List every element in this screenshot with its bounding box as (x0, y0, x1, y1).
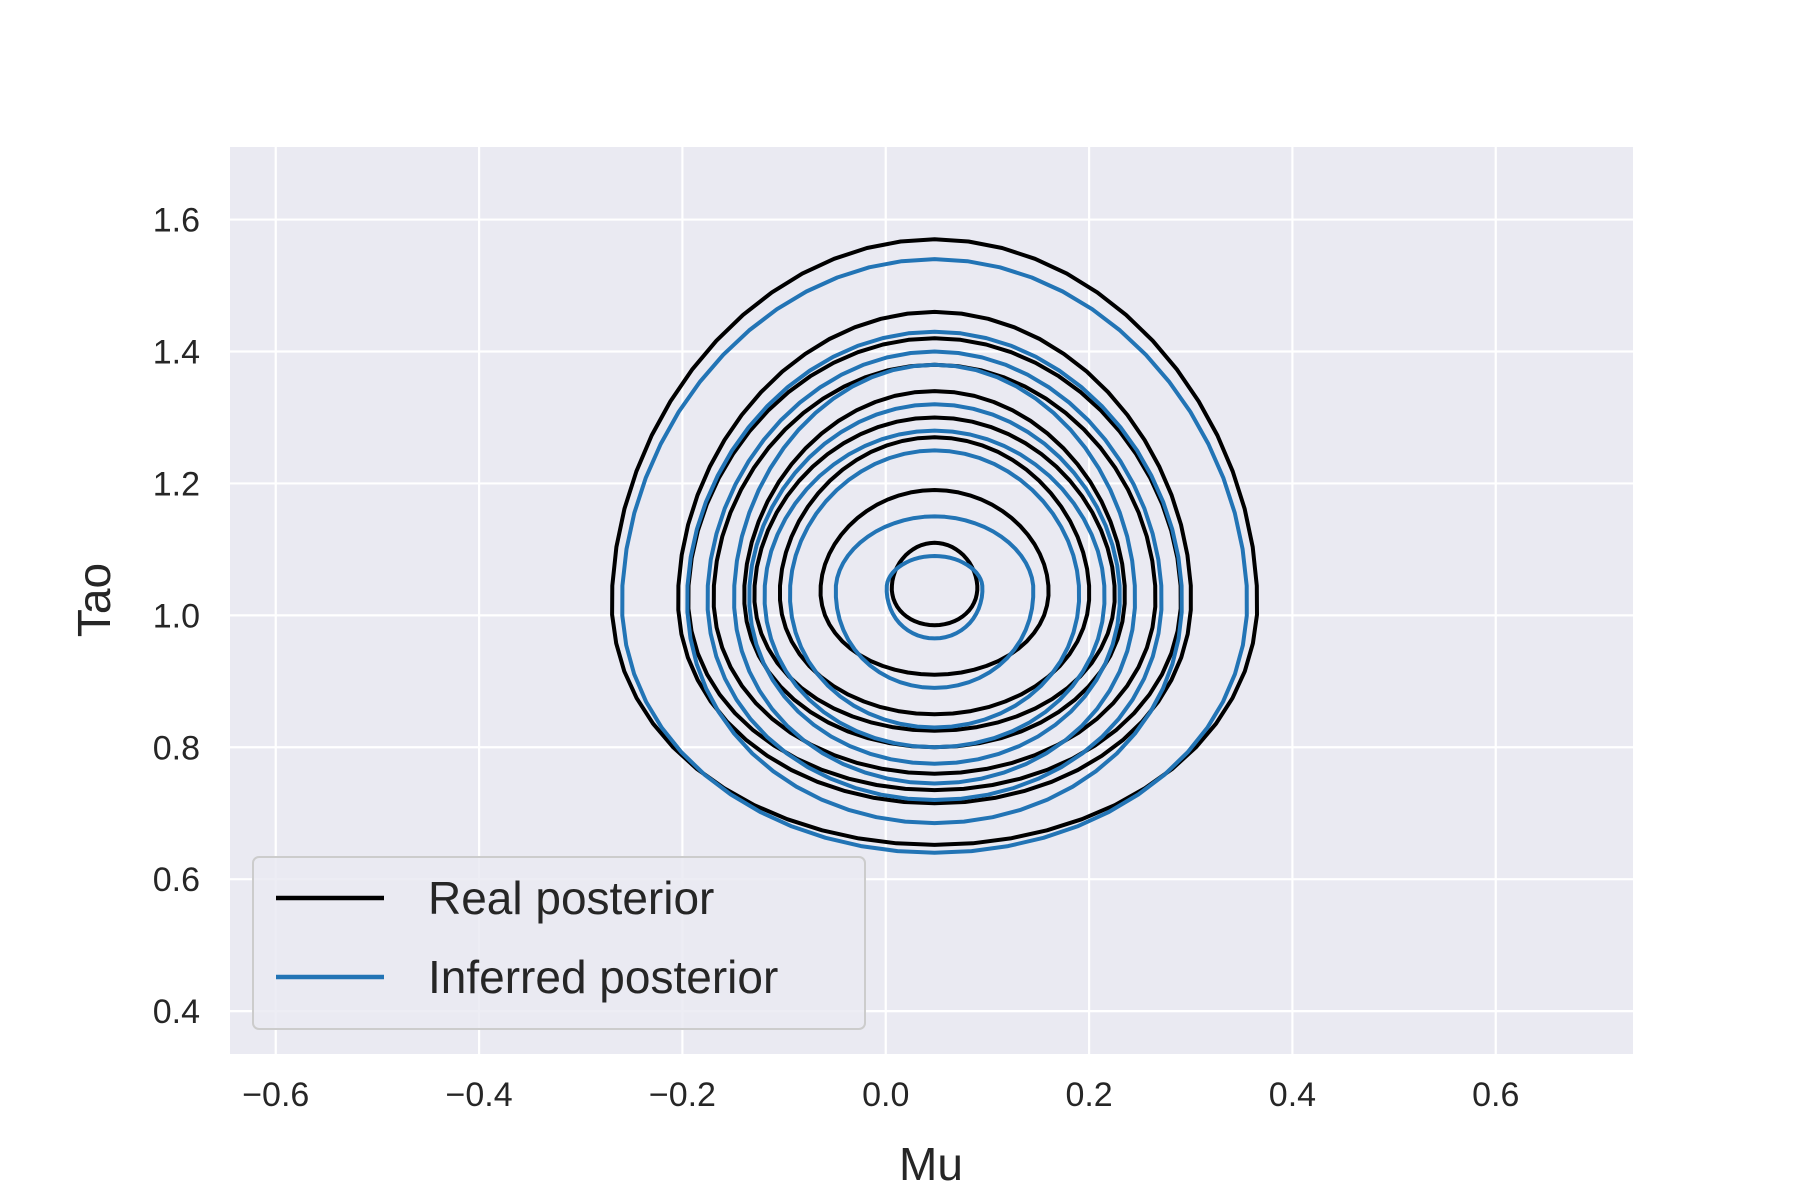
y-tick-label: 0.6 (153, 861, 200, 899)
inferred-posterior-contour (747, 402, 1122, 766)
real-posterior-contour (778, 435, 1092, 717)
inferred-posterior-contour (685, 329, 1184, 826)
y-tick-label: 0.4 (153, 993, 200, 1031)
real-posterior-series (610, 237, 1259, 847)
inferred-posterior-contour (833, 514, 1036, 690)
inferred-posterior-contour (788, 448, 1081, 730)
contour-lines (610, 237, 1259, 855)
x-tick-label: 0.6 (1472, 1076, 1519, 1114)
y-tick-label: 1.2 (153, 465, 200, 503)
y-tick-label: 1.6 (153, 202, 200, 240)
x-axis-label: Mu (899, 1138, 963, 1190)
x-tick-label: 0.0 (862, 1076, 909, 1114)
real-posterior-contour (676, 309, 1193, 806)
inferred-posterior-contour (620, 257, 1249, 855)
inferred-posterior-contour (732, 362, 1137, 786)
x-tick-label: −0.4 (446, 1076, 513, 1114)
inferred-posterior-contour (705, 349, 1164, 802)
x-tick-label: −0.6 (242, 1076, 309, 1114)
inferred-posterior-contour (884, 554, 985, 641)
x-tick-label: −0.2 (649, 1076, 716, 1114)
y-tick-label: 1.4 (153, 333, 200, 371)
inferred-posterior-series (620, 257, 1249, 855)
x-tick-label: 0.2 (1065, 1076, 1112, 1114)
real-posterior-contour (610, 237, 1259, 847)
y-axis-ticks: 0.4 0.6 0.8 1.0 1.2 1.4 1.6 (153, 202, 200, 1032)
real-posterior-contour (752, 415, 1117, 733)
y-tick-label: 0.8 (153, 729, 200, 767)
legend-label-real: Real posterior (428, 872, 714, 924)
real-posterior-contour (742, 389, 1127, 750)
inferred-posterior-contour (762, 428, 1107, 750)
legend: Real posterior Inferred posterior (252, 856, 866, 1030)
real-posterior-contour (818, 488, 1051, 677)
legend-box (252, 856, 866, 1030)
y-axis-label: Tao (68, 563, 120, 637)
y-tick-label: 1.0 (153, 597, 200, 635)
x-axis-ticks: −0.6 −0.4 −0.2 0.0 0.2 0.4 0.6 (242, 1076, 1519, 1114)
real-posterior-contour (889, 540, 980, 628)
x-tick-label: 0.4 (1269, 1076, 1316, 1114)
legend-label-inferred: Inferred posterior (428, 951, 778, 1003)
